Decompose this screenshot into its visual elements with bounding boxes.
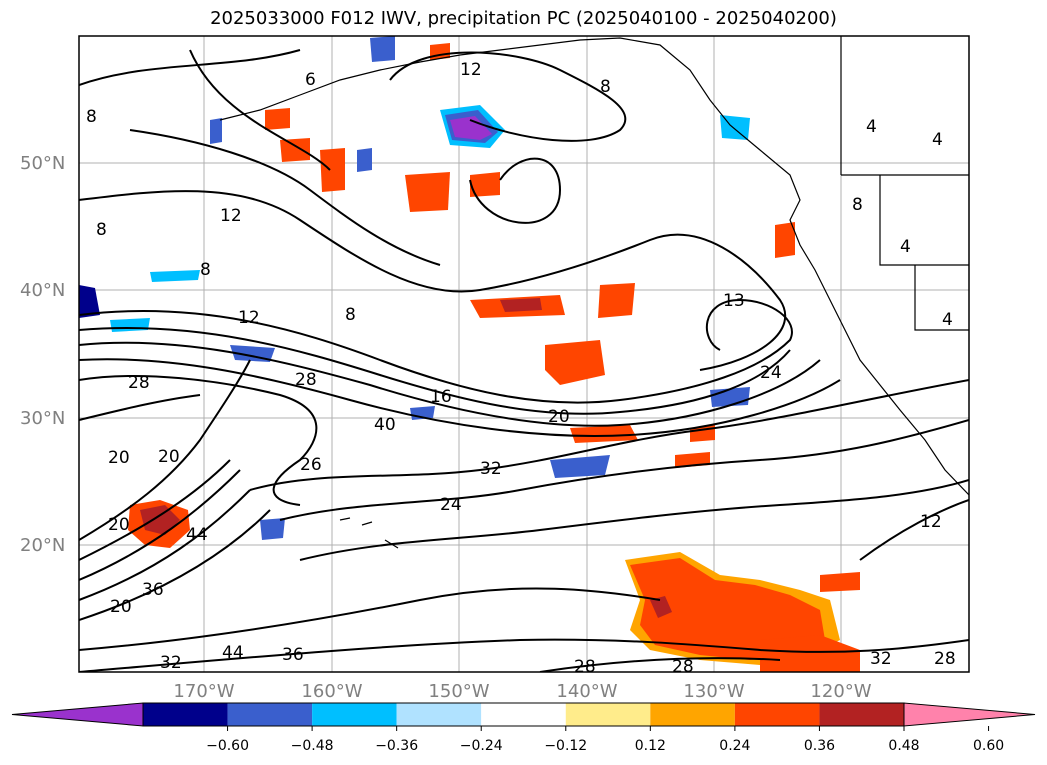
colorbar: −0.60 −0.48 −0.36 −0.24 −0.12 0.12 0.24 0.36 0.4…: [11, 702, 1036, 754]
colorbar-tick-label: 0.36: [804, 738, 835, 754]
colorbar-segment: [650, 703, 735, 726]
contour-label: 8: [96, 220, 107, 240]
lon-axis: 170°W 160°W 150°W 140°W 130°W 120°W: [173, 681, 871, 702]
colorbar-tick-label: −0.24: [460, 738, 503, 754]
lon-label: 170°W: [173, 681, 234, 702]
lat-label: 40°N: [20, 280, 65, 301]
lon-label: 120°W: [810, 681, 871, 702]
contour-label: 32: [870, 649, 892, 669]
contour-label: 44: [222, 643, 244, 663]
colorbar-segment: [227, 703, 313, 726]
colorbar-tick-label: −0.48: [291, 738, 334, 754]
contour-label: 36: [282, 645, 304, 665]
contour-label: 4: [932, 130, 943, 150]
map-title: 2025033000 F012 IWV, precipitation PC (2…: [210, 8, 837, 29]
contour-label: 28: [934, 649, 956, 669]
contour-label: 20: [108, 515, 130, 535]
colorbar-segment: [312, 703, 397, 726]
colorbar-segment: [396, 703, 482, 726]
colorbar-tick-label: 0.12: [635, 738, 666, 754]
contour-label: 20: [108, 448, 130, 468]
negative-shading: [79, 36, 750, 540]
contour-label: 4: [900, 237, 911, 257]
coastline: [219, 36, 969, 549]
contour-label: 36: [142, 580, 164, 600]
contour-label: 4: [942, 310, 953, 330]
lat-label: 20°N: [20, 535, 65, 556]
contour-label: 32: [480, 459, 502, 479]
contour-label: 8: [345, 305, 356, 325]
contour-label: 40: [374, 415, 396, 435]
lon-label: 150°W: [428, 681, 489, 702]
colorbar-segment: [565, 703, 651, 726]
colorbar-extend-left: [11, 702, 144, 727]
contour-label: 12: [238, 308, 260, 328]
contour-label: 20: [110, 597, 132, 617]
contour-label: 20: [548, 407, 570, 427]
contour-label: 6: [305, 70, 316, 90]
contour-label: 28: [295, 370, 317, 390]
colorbar-tick-label: 0.48: [888, 738, 919, 754]
colorbar-tick-label: 0.24: [719, 738, 750, 754]
contour-label: 24: [760, 363, 782, 383]
colorbar-segment: [734, 703, 820, 726]
contour-label: 8: [200, 260, 211, 280]
contour-label: 28: [574, 657, 596, 677]
colorbar-tick-label: −0.60: [206, 738, 249, 754]
contour-label: 8: [852, 195, 863, 215]
contour-label: 13: [723, 291, 745, 311]
colorbar-tick-label: 0.60: [973, 738, 1004, 754]
contour-label: 20: [158, 447, 180, 467]
contour-label: 26: [300, 455, 322, 475]
contour-label: 44: [186, 525, 208, 545]
lon-label: 130°W: [683, 681, 744, 702]
colorbar-extend-right: [903, 702, 1036, 727]
contour-label: 12: [220, 206, 242, 226]
lon-label: 140°W: [556, 681, 617, 702]
colorbar-segment: [481, 703, 566, 726]
contour-label: 12: [460, 60, 482, 80]
contour-labels: 8 12 8 8 12 8 12 8 13 4 4 8 4 4 28 28 16…: [86, 60, 956, 677]
contour-label: 8: [600, 77, 611, 97]
contour-label: 28: [128, 373, 150, 393]
colorbar-segment: [143, 703, 228, 726]
contour-label: 32: [160, 653, 182, 673]
lat-label: 50°N: [20, 153, 65, 174]
contour-label: 12: [920, 512, 942, 532]
map-frame: [78, 35, 970, 673]
colorbar-tick-label: −0.36: [375, 738, 418, 754]
contour-label: 4: [866, 117, 877, 137]
lat-label: 30°N: [20, 408, 65, 429]
precip-shading: [128, 43, 860, 672]
iwv-contours: [79, 49, 969, 672]
contour-label: 28: [672, 657, 694, 677]
colorbar-segment: [819, 703, 904, 726]
colorbar-frame: [142, 702, 905, 727]
contour-label: 24: [440, 495, 462, 515]
map-area: [79, 36, 969, 672]
contour-label: 16: [430, 387, 452, 407]
lat-axis: 50°N 40°N 30°N 20°N: [20, 153, 65, 556]
colorbar-tick-label: −0.12: [544, 738, 587, 754]
lon-label: 160°W: [301, 681, 362, 702]
contour-label: 8: [86, 107, 97, 127]
